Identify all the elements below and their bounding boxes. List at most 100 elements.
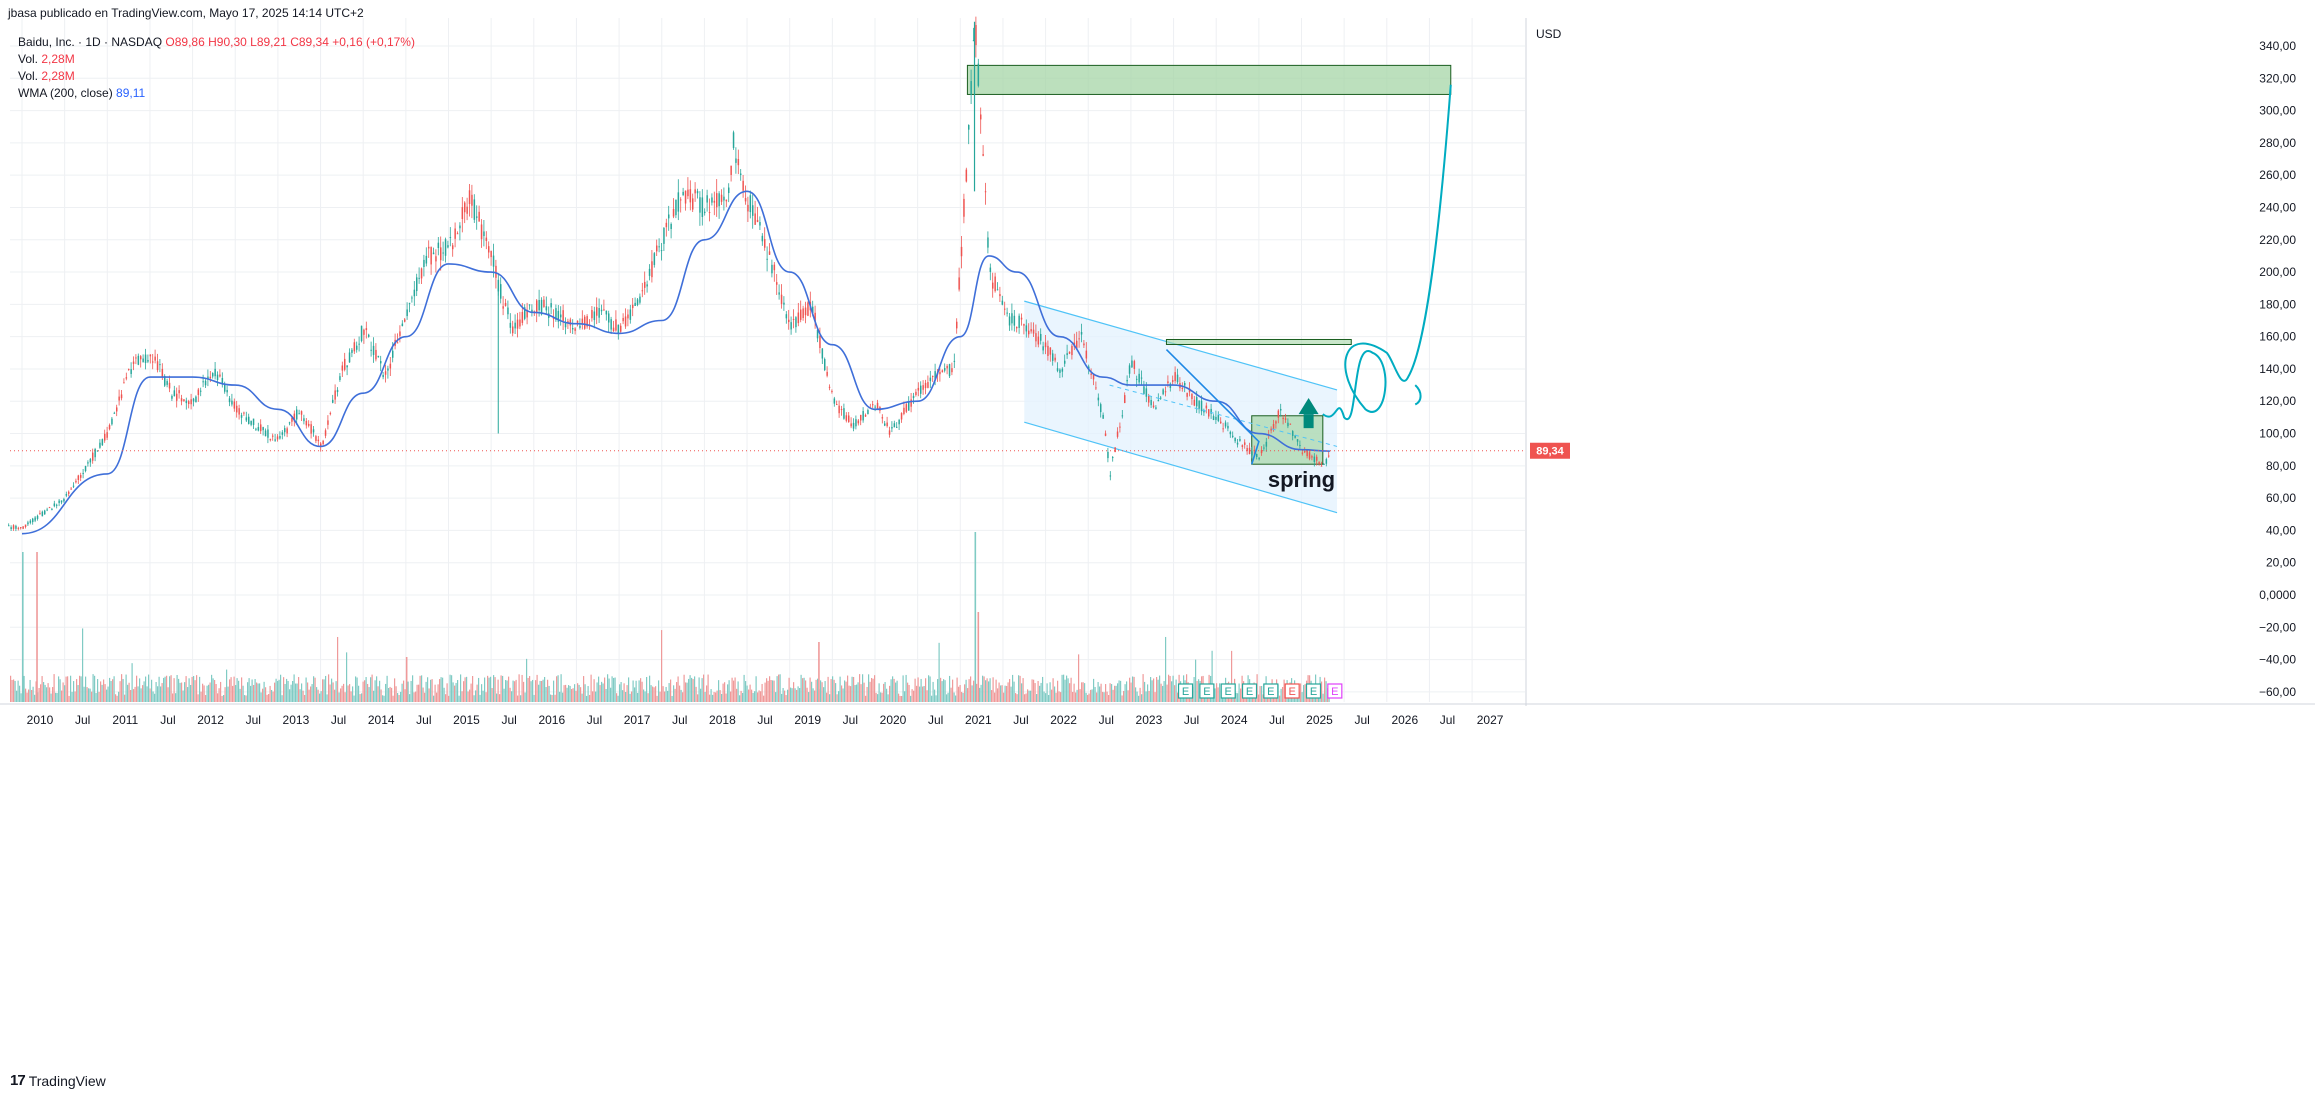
candle-body — [1263, 447, 1265, 449]
candle-body — [39, 513, 41, 515]
legend-wma-row[interactable]: WMA (200, close) 89,11 — [18, 85, 415, 102]
volume-bar — [707, 674, 709, 702]
volume-bar — [461, 691, 463, 702]
volume-bar — [521, 674, 523, 702]
volume-bar — [338, 692, 340, 702]
candle-body — [96, 450, 99, 452]
candle-body — [10, 527, 12, 530]
volume-bar — [514, 681, 516, 702]
time-tick-label: 2023 — [1136, 713, 1163, 727]
volume-bar — [142, 685, 144, 702]
volume-bar — [1097, 682, 1099, 702]
candle-body — [1229, 431, 1232, 435]
volume-bar — [962, 692, 964, 702]
candle-body — [528, 304, 531, 306]
candle-body — [915, 391, 917, 395]
price-tick-label: 300,00 — [2259, 104, 2296, 118]
volume-bar — [1109, 683, 1111, 702]
candle-body — [406, 309, 408, 317]
volume-bar — [389, 686, 391, 702]
candle-body — [300, 411, 303, 415]
time-tick-label: 2016 — [538, 713, 565, 727]
tradingview-logo[interactable]: 17 TradingView — [10, 1072, 106, 1089]
candle-body — [327, 420, 329, 425]
candle-body — [833, 398, 836, 404]
volume-bars — [10, 532, 1330, 702]
volume-bar — [226, 669, 228, 702]
candle-body — [1277, 410, 1280, 418]
candle-body — [411, 297, 413, 299]
candle-body — [303, 418, 305, 422]
volume-bar — [535, 680, 537, 702]
volume-bar — [1139, 687, 1141, 702]
earnings-marker-label: E — [1182, 686, 1189, 698]
volume-bar — [667, 690, 669, 702]
candle-body — [1265, 441, 1268, 447]
volume-bar — [1163, 681, 1165, 702]
candle-body — [339, 376, 341, 381]
candle-body — [1239, 439, 1241, 441]
candle-body — [838, 405, 840, 414]
volume-bar — [646, 676, 648, 702]
volume-bar — [601, 681, 603, 702]
volume-bar — [493, 675, 495, 702]
candle-body — [1049, 347, 1052, 355]
candle-body — [8, 525, 10, 527]
legend-symbol[interactable]: Baidu, Inc. · 1D · NASDAQ — [18, 35, 163, 49]
candle-body — [754, 213, 756, 225]
candle-body — [1181, 387, 1184, 389]
volume-bar — [259, 683, 261, 702]
candle-body — [1244, 442, 1246, 445]
legend-ohlc-row[interactable]: Baidu, Inc. · 1D · NASDAQ O89,86 H90,30 … — [18, 34, 415, 51]
legend-volume-row-2[interactable]: Vol. 2,28M — [18, 68, 415, 85]
candle-body — [651, 261, 653, 278]
candle-body — [341, 365, 344, 371]
volume-bar — [167, 687, 169, 702]
volume-bar — [1240, 688, 1242, 702]
volume-bar — [62, 682, 64, 702]
volume-bar — [607, 674, 609, 702]
volume-bar — [175, 693, 177, 702]
chart-legend[interactable]: Baidu, Inc. · 1D · NASDAQ O89,86 H90,30 … — [18, 34, 415, 102]
candle-body — [773, 264, 776, 271]
volume-bar — [682, 692, 684, 702]
volume-bar — [410, 680, 412, 702]
volume-bar — [290, 684, 292, 702]
volume-bar — [284, 683, 286, 702]
volume-bar — [881, 692, 883, 702]
volume-bar — [530, 681, 532, 702]
candle-body — [968, 125, 970, 130]
volume-bar — [275, 678, 277, 702]
candle-body — [471, 194, 473, 206]
candle-body — [567, 321, 569, 324]
legend-volume-row-1[interactable]: Vol. 2,28M — [18, 51, 415, 68]
candle-body — [262, 427, 264, 431]
volume-bar — [728, 680, 730, 702]
volume-bar — [920, 678, 922, 702]
candle-body — [644, 281, 646, 288]
volume-bar — [157, 686, 159, 702]
volume-bar — [767, 680, 769, 702]
candle-body — [118, 396, 120, 401]
volume-bar — [544, 676, 546, 702]
volume-bar — [1324, 677, 1326, 702]
time-tick-label: 2026 — [1391, 713, 1418, 727]
candle-body — [881, 417, 884, 419]
volume-bar — [1018, 675, 1020, 702]
candle-body — [291, 417, 293, 422]
volume-bar — [1103, 692, 1105, 702]
volume-bar — [161, 683, 163, 702]
volume-bar — [739, 695, 741, 702]
volume-bar — [433, 695, 435, 702]
volume-bar — [500, 675, 502, 702]
price-tick-label: 140,00 — [2259, 362, 2296, 376]
volume-bar — [101, 684, 103, 702]
volume-bar — [713, 692, 715, 702]
volume-bar — [35, 681, 37, 702]
volume-bar — [104, 684, 106, 702]
candle-body — [72, 485, 75, 487]
candle-body — [344, 358, 346, 370]
volume-bar — [998, 682, 1000, 702]
volume-bar — [1195, 659, 1197, 702]
